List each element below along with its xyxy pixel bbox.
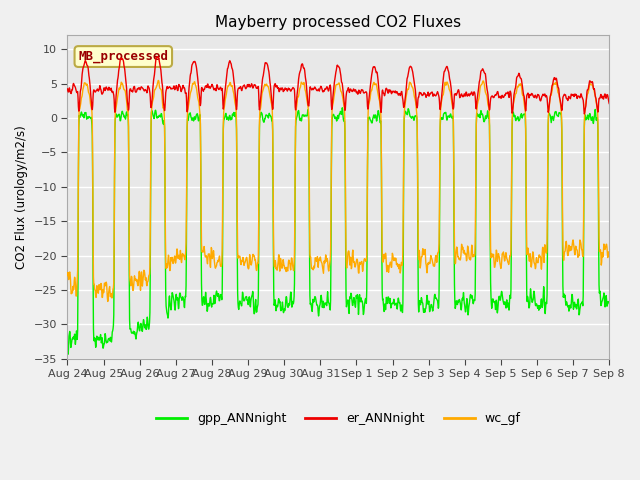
wc_gf [605,249,613,255]
wc_gf [155,78,163,84]
wc_gf [494,256,502,262]
wc_gf [172,260,179,266]
gpp_ANNnight [245,295,253,301]
er_ANNnight [423,93,431,98]
er_ANNnight [154,54,161,60]
gpp_ANNnight [63,348,71,354]
wc_gf [63,273,71,278]
Y-axis label: CO2 Flux (urology/m2/s): CO2 Flux (urology/m2/s) [15,125,28,269]
Line: gpp_ANNnight: gpp_ANNnight [67,108,609,354]
gpp_ANNnight [605,300,613,306]
Line: wc_gf: wc_gf [67,81,609,301]
gpp_ANNnight [339,105,346,111]
gpp_ANNnight [184,117,192,122]
gpp_ANNnight [494,307,502,313]
wc_gf [104,299,111,304]
Line: er_ANNnight: er_ANNnight [67,57,609,114]
er_ANNnight [63,86,71,92]
gpp_ANNnight [541,306,549,312]
Legend: gpp_ANNnight, er_ANNnight, wc_gf: gpp_ANNnight, er_ANNnight, wc_gf [151,407,526,430]
wc_gf [246,258,253,264]
gpp_ANNnight [423,292,431,298]
wc_gf [541,248,549,254]
er_ANNnight [580,111,588,117]
er_ANNnight [493,89,501,95]
gpp_ANNnight [172,307,179,313]
er_ANNnight [245,82,253,87]
Title: Mayberry processed CO2 Fluxes: Mayberry processed CO2 Fluxes [215,15,461,30]
gpp_ANNnight [64,351,72,357]
er_ANNnight [184,95,192,101]
er_ANNnight [605,101,613,107]
Text: MB_processed: MB_processed [78,50,168,63]
er_ANNnight [541,93,549,99]
wc_gf [185,102,193,108]
er_ANNnight [172,86,179,92]
wc_gf [423,270,431,276]
